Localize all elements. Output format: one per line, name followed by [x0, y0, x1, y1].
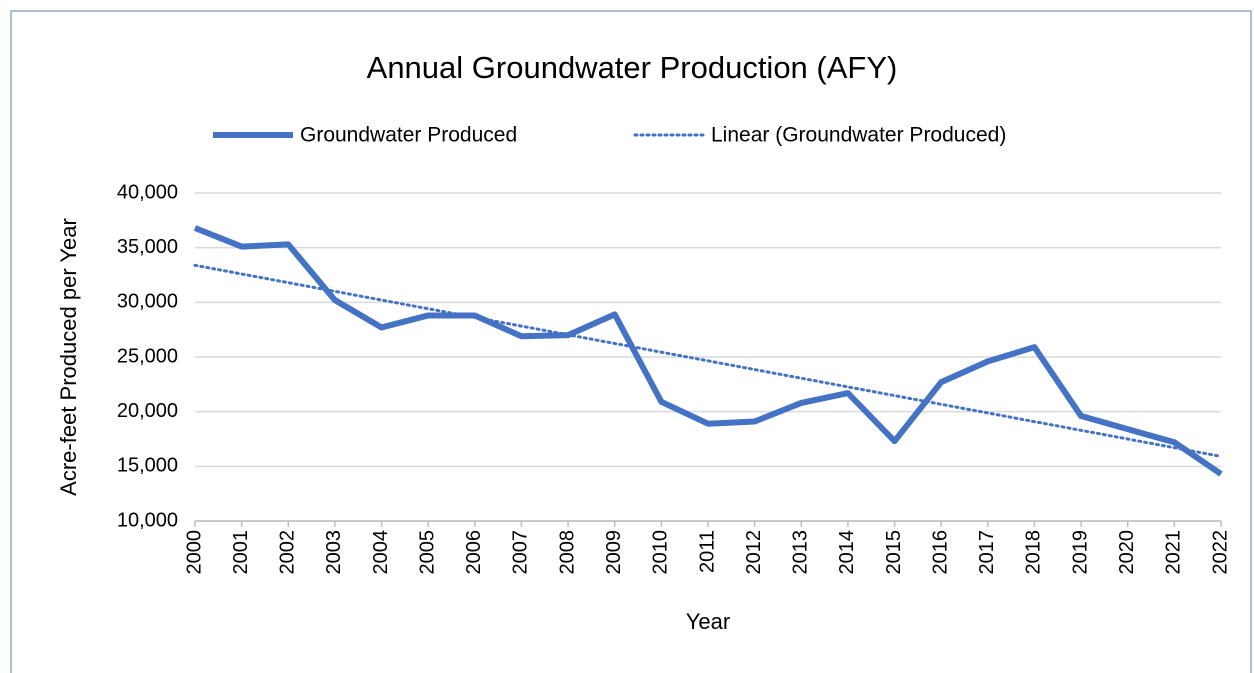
data-line	[193, 225, 1223, 477]
y-tick-label: 10,000	[117, 509, 178, 531]
y-tick-label: 35,000	[117, 236, 178, 258]
x-tick-label: 2016	[929, 530, 951, 575]
x-tick-label: 2021	[1163, 530, 1185, 575]
legend-label: Groundwater Produced	[300, 124, 517, 147]
x-tick-label: 2022	[1209, 530, 1231, 575]
y-tick-label: 20,000	[117, 400, 178, 422]
x-tick-label: 2002	[277, 530, 299, 575]
y-tick-label: 15,000	[117, 455, 178, 477]
x-tick-label: 2003	[323, 530, 345, 575]
x-tick-label: 2012	[743, 530, 765, 575]
y-tick-label: 25,000	[117, 345, 178, 367]
x-tick-label: 2010	[650, 530, 672, 575]
chart-title: Annual Groundwater Production (AFY)	[367, 50, 898, 85]
x-tick-label: 2017	[976, 530, 998, 575]
x-tick-label: 2014	[836, 530, 858, 575]
trendline	[193, 263, 1223, 458]
x-tick-label: 2018	[1023, 530, 1045, 575]
x-tick-label: 2004	[370, 530, 392, 575]
x-tick-label: 2015	[883, 530, 905, 575]
x-tick-label: 2007	[510, 530, 532, 575]
x-tick-label: 2006	[463, 530, 485, 575]
y-axis-label: Acre-feet Produced per Year	[56, 218, 81, 496]
x-tick-label: 2020	[1116, 530, 1138, 575]
x-tick-label: 2009	[603, 530, 625, 575]
x-tick-label: 2005	[416, 530, 438, 575]
x-tick-label: 2001	[230, 530, 252, 575]
x-tick-label: 2008	[556, 530, 578, 575]
y-tick-label: 40,000	[117, 181, 178, 203]
x-axis-label: Year	[686, 609, 730, 634]
x-tick-label: 2000	[183, 530, 205, 575]
x-tick-label: 2011	[696, 530, 718, 573]
legend-label: Linear (Groundwater Produced)	[711, 124, 1006, 147]
y-tick-label: 30,000	[117, 291, 178, 313]
x-tick-label: 2013	[790, 530, 812, 575]
x-tick-label: 2019	[1069, 530, 1091, 575]
